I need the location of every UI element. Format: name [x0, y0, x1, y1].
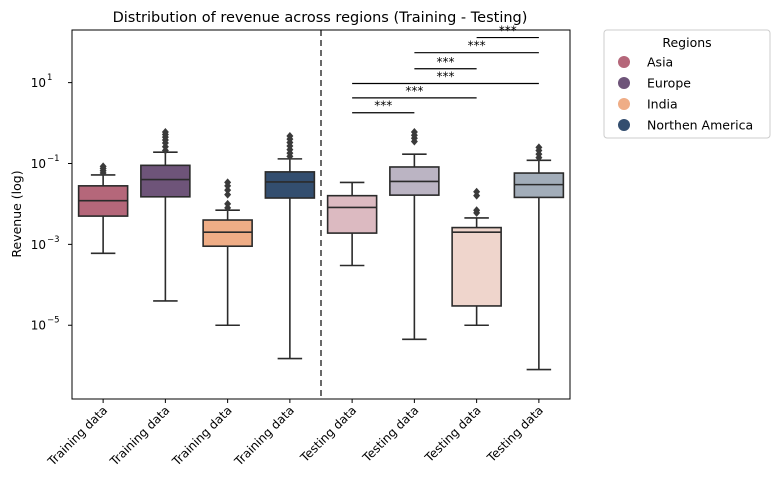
- y-tick-exponent: 1: [47, 73, 52, 83]
- y-axis-label: Revenue (log): [9, 170, 24, 257]
- y-tick-label: 10: [31, 157, 46, 171]
- outlier-point: [224, 186, 232, 195]
- significance-label: ***: [468, 39, 486, 53]
- y-tick-exponent: −1: [47, 154, 60, 164]
- y-tick-exponent: −3: [47, 235, 60, 245]
- x-tick-label: Testing data: [297, 403, 359, 465]
- outlier-point: [286, 131, 294, 140]
- x-tick-label: Training data: [169, 403, 235, 469]
- significance-label: ***: [374, 99, 392, 113]
- legend-label: Europe: [647, 76, 691, 91]
- box-group: [140, 128, 191, 302]
- y-tick-label: 10: [31, 319, 46, 333]
- y-tick-exponent: −5: [47, 316, 60, 326]
- x-tick-label: Testing data: [359, 403, 421, 465]
- box-iqr: [202, 219, 253, 248]
- outlier-point: [224, 199, 232, 208]
- box-group: [264, 131, 316, 360]
- outlier-point: [161, 128, 169, 137]
- legend-marker: [618, 56, 630, 68]
- outlier-point: [224, 190, 232, 199]
- legend-label: Northen America: [647, 118, 753, 133]
- significance-label: ***: [437, 70, 455, 84]
- y-tick-label: 10: [31, 76, 46, 90]
- legend-label: India: [647, 97, 678, 112]
- outlier-point: [99, 162, 107, 171]
- legend-label: Asia: [647, 55, 673, 70]
- box-group: [513, 143, 565, 371]
- outlier-point: [535, 143, 543, 152]
- outlier-point: [473, 187, 481, 196]
- box-iqr: [451, 226, 502, 307]
- legend-marker: [618, 77, 630, 89]
- x-tick-label: Testing data: [484, 403, 546, 465]
- box-iqr: [140, 164, 191, 198]
- x-tick-label: Training data: [107, 403, 173, 469]
- box-iqr: [326, 194, 378, 234]
- box-group: [326, 181, 378, 267]
- outlier-point: [410, 128, 418, 137]
- plot-area: ******************: [77, 24, 565, 399]
- x-tick-label: Testing data: [421, 403, 483, 465]
- significance-label: ***: [437, 55, 455, 69]
- significance-label: ***: [405, 84, 423, 98]
- chart-title: Distribution of revenue across regions (…: [113, 10, 528, 26]
- legend-marker: [618, 119, 630, 131]
- plot-frame: [71, 29, 571, 400]
- box-group: [389, 128, 440, 341]
- box-iqr: [264, 171, 316, 199]
- box-group: [202, 178, 253, 327]
- outlier-point: [473, 206, 481, 215]
- y-tick-label: 10: [31, 238, 46, 252]
- x-tick-label: Training data: [44, 403, 110, 469]
- legend-marker: [618, 98, 630, 110]
- legend: Regions Asia Europe India Northen America: [603, 29, 771, 139]
- significance-label: ***: [499, 24, 517, 38]
- x-tick-label: Training data: [231, 403, 297, 469]
- box-group: [77, 162, 129, 255]
- legend-title: Regions: [662, 35, 711, 50]
- legend-frame: [603, 29, 771, 139]
- outlier-point: [224, 178, 232, 187]
- box-group: [451, 187, 502, 327]
